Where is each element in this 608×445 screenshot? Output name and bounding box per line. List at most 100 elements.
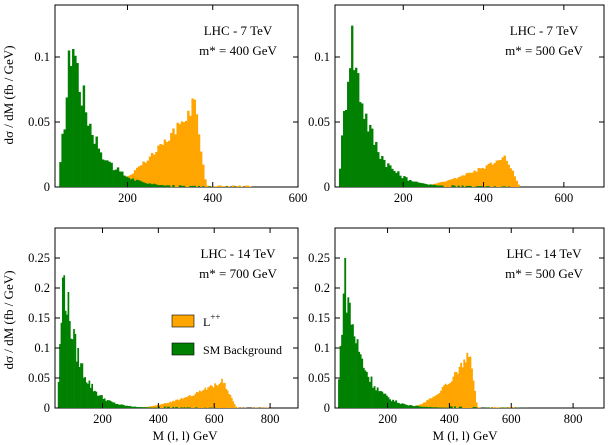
background-bar [108, 400, 110, 408]
background-bar [74, 55, 77, 187]
background-bar [148, 407, 151, 408]
background-bar [172, 185, 175, 187]
background-bar [60, 322, 63, 408]
signal-bar [155, 405, 158, 408]
signal-bar [423, 402, 425, 408]
background-bar [409, 405, 412, 408]
signal-bar [212, 387, 215, 408]
signal-bar [205, 389, 208, 408]
background-bar [369, 381, 371, 408]
background-bar [438, 407, 441, 408]
signal-bar [455, 178, 458, 187]
signal-bar [208, 386, 211, 408]
background-bar [57, 381, 60, 408]
background-bar [486, 407, 489, 408]
background-bar [66, 314, 68, 408]
signal-bar [185, 120, 188, 187]
signal-bar [197, 134, 201, 187]
background-bar [457, 185, 460, 187]
background-bar [136, 407, 138, 408]
signal-bar [426, 400, 429, 408]
background-bar [392, 399, 395, 408]
signal-bar [483, 168, 486, 187]
background-bar [158, 406, 161, 408]
signal-bar [457, 177, 460, 187]
signal-bar [424, 402, 427, 408]
background-bar [357, 73, 360, 187]
background-bar [423, 406, 425, 408]
signal-bar [211, 386, 214, 408]
legend-signal-sup: ++ [210, 312, 220, 322]
signal-bar [194, 393, 197, 408]
signal-bar [435, 183, 438, 187]
background-bar [485, 186, 488, 187]
signal-bar [167, 140, 171, 187]
background-bar [362, 367, 365, 408]
background-bar [127, 177, 130, 187]
signal-bar [196, 391, 198, 408]
signal-bar [151, 406, 154, 408]
background-bar [458, 406, 461, 408]
background-bar [342, 293, 345, 408]
signal-bar [191, 98, 194, 187]
signal-bar [427, 399, 430, 408]
signal-bar [176, 122, 179, 187]
background-bar [460, 406, 463, 408]
legend-label-background: SM Background [203, 343, 282, 357]
signal-bar [233, 404, 236, 408]
signal-bar [207, 387, 209, 408]
y-tick-label: 0.2 [314, 281, 330, 295]
background-bar [361, 103, 364, 187]
signal-bar [222, 383, 225, 408]
background-bar [347, 297, 350, 408]
background-bar [341, 135, 344, 187]
signal-bar [474, 390, 476, 408]
background-bar [191, 185, 194, 187]
background-bar [352, 324, 354, 408]
y-tick-label: 0 [324, 401, 330, 415]
signal-bar [229, 394, 232, 408]
background-bar [343, 111, 346, 187]
background-bar [193, 185, 196, 187]
background-bar [361, 358, 364, 408]
background-bar [168, 406, 170, 408]
background-bar [120, 404, 123, 408]
signal-bar [445, 181, 448, 187]
signal-bar [509, 168, 512, 187]
signal-bar [238, 185, 241, 187]
background-bar [481, 186, 484, 187]
signal-bar [186, 397, 188, 408]
background-bar [379, 158, 382, 187]
background-bar [163, 406, 166, 408]
background-bar [144, 183, 147, 187]
signal-bar [177, 400, 180, 408]
signal-bar [485, 165, 488, 187]
background-bar [475, 407, 478, 408]
background-bar [123, 175, 126, 187]
signal-bar [169, 401, 172, 408]
signal-bar [505, 160, 508, 187]
signal-bar [190, 396, 193, 408]
background-bar [364, 370, 367, 408]
background-bar [110, 401, 113, 408]
background-bar [153, 183, 156, 187]
background-bar [386, 395, 388, 408]
background-bar [407, 180, 410, 187]
background-bar [123, 405, 126, 408]
signal-bar [494, 407, 497, 408]
signal-bar [221, 378, 223, 408]
background-bar [437, 407, 439, 408]
signal-bar [466, 352, 469, 408]
background-bar [116, 403, 119, 408]
background-bar [358, 351, 361, 408]
background-bar [61, 277, 64, 408]
signal-bar [244, 185, 248, 187]
background-bar [182, 185, 186, 187]
background-bar [348, 302, 351, 408]
background-bar [465, 185, 468, 187]
background-bar [407, 405, 410, 408]
background-bar [104, 160, 107, 187]
signal-bar [458, 366, 461, 408]
background-bar [391, 168, 394, 187]
background-bar [140, 181, 143, 187]
